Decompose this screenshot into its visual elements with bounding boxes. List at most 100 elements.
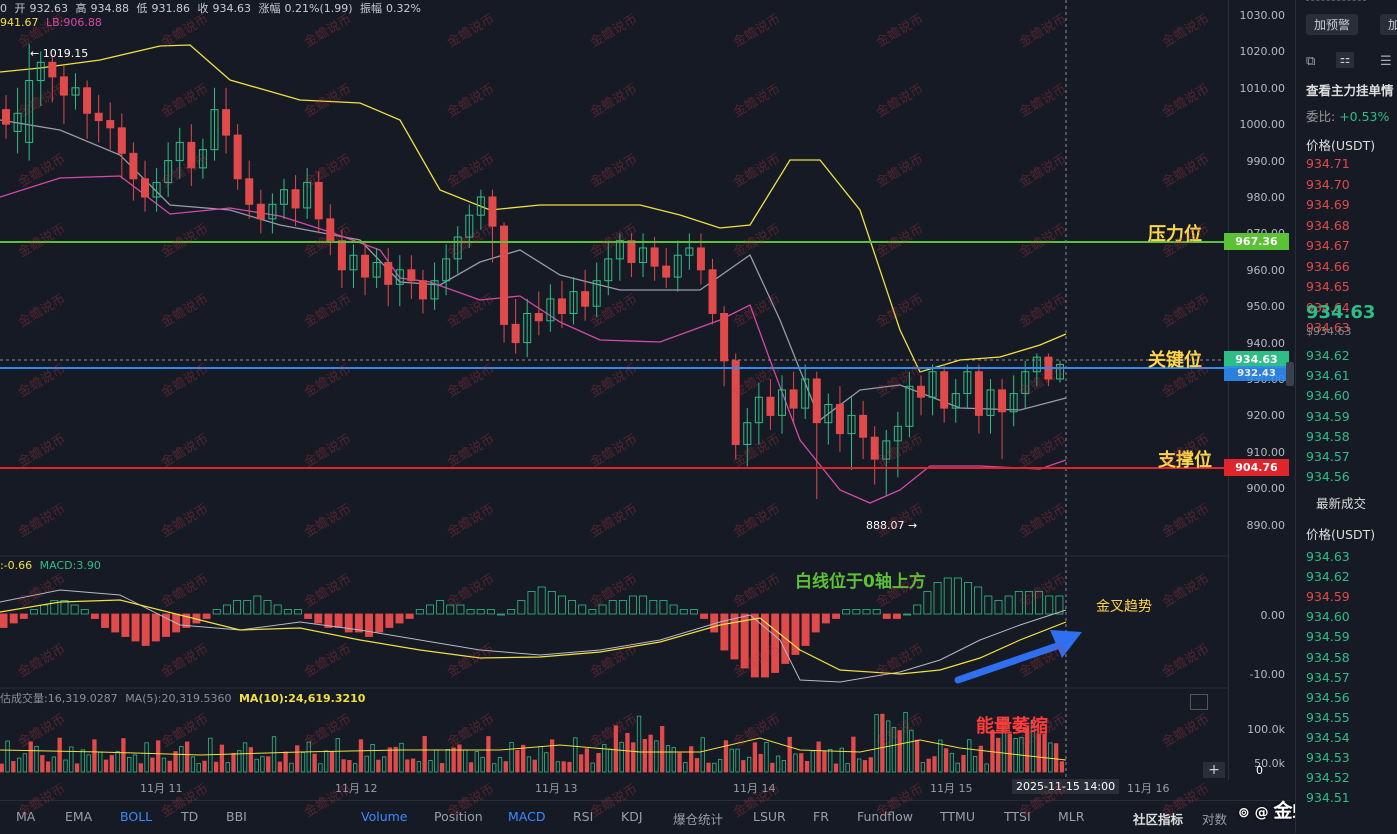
bid-price[interactable]: 934.61 xyxy=(1306,368,1350,384)
candle-body[interactable] xyxy=(256,203,265,220)
candle-body[interactable] xyxy=(615,240,624,260)
candle-body[interactable] xyxy=(117,127,126,154)
candle-body[interactable] xyxy=(71,87,80,96)
trade-price[interactable]: 934.51 xyxy=(1306,790,1350,806)
candle-body[interactable] xyxy=(372,262,381,278)
ask-price[interactable]: 934.69 xyxy=(1306,197,1350,212)
add-alert-button[interactable]: 加预警 xyxy=(1306,14,1359,35)
candle-body[interactable] xyxy=(523,312,532,344)
candle-body[interactable] xyxy=(824,403,833,424)
tab-ttsi[interactable]: TTSI xyxy=(1004,809,1031,824)
candle-body[interactable] xyxy=(407,269,416,282)
tab-对数[interactable]: 对数 xyxy=(1202,812,1228,827)
candle-body[interactable] xyxy=(314,181,323,220)
candle-body[interactable] xyxy=(766,396,775,416)
tab-position[interactable]: Position xyxy=(434,809,483,824)
candle-body[interactable] xyxy=(48,61,57,78)
axis-drag-handle[interactable] xyxy=(1286,362,1294,386)
candle-body[interactable] xyxy=(812,378,821,424)
order-book-title[interactable]: 查看主力挂单情 xyxy=(1306,83,1394,98)
candle-body[interactable] xyxy=(395,269,404,285)
candle-body[interactable] xyxy=(662,265,671,278)
candle-body[interactable] xyxy=(303,181,312,209)
ask-price[interactable]: 934.67 xyxy=(1306,238,1350,253)
tab-ma[interactable]: MA xyxy=(16,809,36,824)
ask-price[interactable]: 934.68 xyxy=(1306,217,1350,233)
ask-price[interactable]: 934.63 xyxy=(1306,320,1350,335)
candle-body[interactable] xyxy=(488,196,497,227)
list-icon[interactable]: ☰ xyxy=(1380,54,1392,69)
candle-body[interactable] xyxy=(789,389,798,409)
candle-body[interactable] xyxy=(720,312,729,362)
candle-body[interactable] xyxy=(106,120,115,129)
candle-body[interactable] xyxy=(673,254,682,278)
candle-body[interactable] xyxy=(291,189,300,209)
candle-body[interactable] xyxy=(25,80,34,143)
tab-kdj[interactable]: KDJ xyxy=(621,809,643,824)
candle-body[interactable] xyxy=(1021,371,1030,395)
candle-body[interactable] xyxy=(453,236,462,260)
candle-body[interactable] xyxy=(754,396,763,424)
trade-price[interactable]: 934.58 xyxy=(1306,649,1350,665)
candle-body[interactable] xyxy=(557,298,566,314)
candle-body[interactable] xyxy=(83,87,92,114)
candle-body[interactable] xyxy=(2,109,10,125)
candle-body[interactable] xyxy=(361,254,370,278)
candle-body[interactable] xyxy=(500,225,509,325)
candle-body[interactable] xyxy=(164,160,173,183)
tab-lsur[interactable]: LSUR xyxy=(753,809,786,824)
candle-body[interactable] xyxy=(94,112,103,122)
candle-body[interactable] xyxy=(140,178,149,198)
candle-body[interactable] xyxy=(650,247,659,267)
trade-price[interactable]: 934.60 xyxy=(1306,609,1350,625)
candle-body[interactable] xyxy=(627,240,636,264)
tab-fundflow[interactable]: Fundflow xyxy=(857,809,914,824)
trades-title[interactable]: 最新成交 xyxy=(1316,496,1367,511)
candle-body[interactable] xyxy=(940,371,949,409)
candle-body[interactable] xyxy=(326,218,335,242)
candle-body[interactable] xyxy=(337,240,346,271)
candle-body[interactable] xyxy=(870,436,879,460)
candle-body[interactable] xyxy=(696,247,705,271)
ask-price[interactable]: 934.64 xyxy=(1306,299,1350,315)
bids-asks-icon[interactable]: ⚏ xyxy=(1336,52,1354,68)
candle-body[interactable] xyxy=(986,389,995,416)
candle-body[interactable] xyxy=(685,247,694,256)
candle-body[interactable] xyxy=(129,152,138,180)
trade-price[interactable]: 934.63 xyxy=(1306,549,1350,564)
tab-bbi[interactable]: BBI xyxy=(226,809,247,824)
candle-body[interactable] xyxy=(476,196,485,216)
candle-body[interactable] xyxy=(36,61,45,82)
candle-body[interactable] xyxy=(963,371,972,395)
trade-price[interactable]: 934.55 xyxy=(1306,709,1350,725)
candle-body[interactable] xyxy=(604,258,613,282)
candle-body[interactable] xyxy=(974,371,983,416)
candle-body[interactable] xyxy=(546,298,555,322)
add-button[interactable]: 加 xyxy=(1380,14,1397,35)
candle-body[interactable] xyxy=(384,262,393,285)
candle-body[interactable] xyxy=(743,422,752,446)
candle-body[interactable] xyxy=(581,291,590,307)
candle-body[interactable] xyxy=(430,280,439,300)
ask-price[interactable]: 934.71 xyxy=(1306,156,1350,171)
candle-body[interactable] xyxy=(187,141,196,169)
candle-body[interactable] xyxy=(778,389,787,416)
candle-body[interactable] xyxy=(152,181,161,198)
candle-body[interactable] xyxy=(198,149,207,169)
candle-body[interactable] xyxy=(418,280,427,300)
trade-price[interactable]: 934.59 xyxy=(1306,629,1350,645)
candle-body[interactable] xyxy=(882,440,891,460)
candle-body[interactable] xyxy=(442,258,451,282)
candle-body[interactable] xyxy=(175,141,184,162)
view-all-icon[interactable]: ⧉ xyxy=(1306,54,1316,69)
candle-body[interactable] xyxy=(639,247,648,264)
price-axis[interactable]: 1030.00 1020.00 1010.00 1000.00 990.00 980.00… xyxy=(1228,0,1291,780)
candle-body[interactable] xyxy=(951,393,960,409)
trade-price[interactable]: 934.59 xyxy=(1306,589,1350,605)
candle-body[interactable] xyxy=(592,280,601,307)
tab-volume[interactable]: Volume xyxy=(361,809,408,824)
trade-price[interactable]: 934.57 xyxy=(1306,669,1350,685)
expand-icon[interactable] xyxy=(1190,694,1208,710)
candle-body[interactable] xyxy=(465,214,474,238)
candle-body[interactable] xyxy=(1009,393,1018,413)
